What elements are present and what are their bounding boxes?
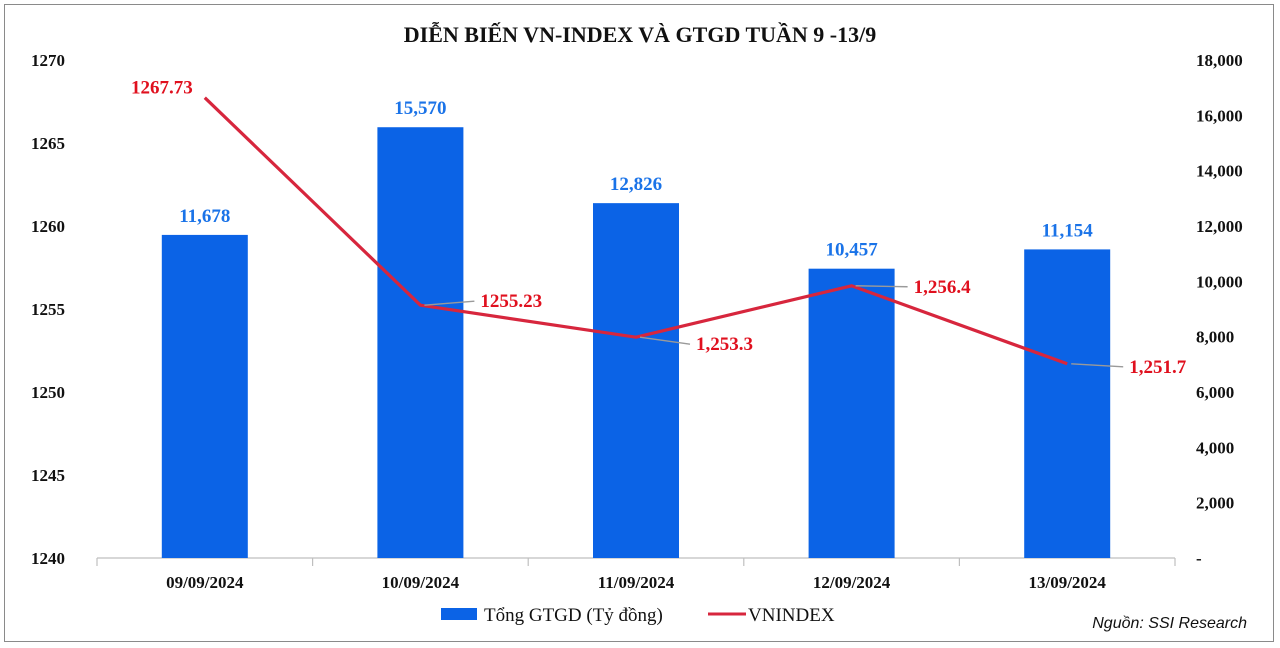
- bar: [808, 268, 895, 558]
- left-axis: 1240 1245 1250 1255 1260 1265 1270: [31, 51, 65, 568]
- data-label-leader: [424, 300, 475, 306]
- x-tick-label: 10/09/2024: [382, 573, 460, 592]
- left-tick-label: 1270: [31, 51, 65, 70]
- x-tick-label: 12/09/2024: [813, 573, 891, 592]
- legend-swatch-bars: [441, 608, 477, 620]
- left-tick-label: 1255: [31, 300, 65, 319]
- right-tick-label: 18,000: [1196, 51, 1243, 70]
- right-axis: - 2,000 4,000 6,000 8,000 10,000 12,000 14,000 1…: [1196, 51, 1243, 568]
- bar-value-label: 11,154: [1042, 220, 1094, 241]
- right-tick-label: 12,000: [1196, 217, 1243, 236]
- bar-value-label: 12,826: [610, 174, 662, 195]
- legend-label-bars: Tổng GTGD (Tỷ đồng): [484, 605, 663, 626]
- source-note: Nguồn: SSI Research: [1092, 615, 1247, 632]
- right-tick-label: 2,000: [1196, 494, 1234, 513]
- bar: [1024, 249, 1111, 558]
- bar-value-label: 11,678: [179, 206, 230, 227]
- bar: [377, 127, 464, 558]
- legend-label-line: VNINDEX: [748, 605, 835, 626]
- data-label-leader: [639, 336, 691, 345]
- line-value-label: 1,251.7: [1129, 357, 1187, 378]
- x-axis-labels: 09/09/2024 10/09/2024 11/09/2024 12/09/2024…: [166, 573, 1106, 592]
- left-tick-label: 1265: [31, 134, 65, 153]
- bar-value-label: 15,570: [394, 98, 446, 119]
- right-tick-label: -: [1196, 549, 1202, 568]
- data-label-leader: [855, 285, 908, 288]
- left-tick-label: 1240: [31, 549, 65, 568]
- x-tick-label: 11/09/2024: [598, 573, 675, 592]
- line-series: 1267.73 1255.23 1,253.3 1,256.4 1,251.7: [131, 78, 1187, 378]
- left-tick-label: 1250: [31, 383, 65, 402]
- right-tick-label: 8,000: [1196, 328, 1234, 347]
- right-tick-label: 4,000: [1196, 438, 1234, 457]
- bar: [161, 234, 248, 558]
- right-tick-label: 14,000: [1196, 162, 1243, 181]
- right-tick-label: 6,000: [1196, 383, 1234, 402]
- bar-series: 11,678 15,570 12,826 10,457 11,154: [161, 98, 1111, 558]
- chart-title: DIỄN BIẾN VN-INDEX VÀ GTGD TUẦN 9 -13/9: [404, 22, 876, 47]
- left-tick-label: 1245: [31, 466, 65, 485]
- x-tick-label: 09/09/2024: [166, 573, 244, 592]
- right-tick-label: 16,000: [1196, 106, 1243, 125]
- line-value-label: 1255.23: [480, 291, 542, 312]
- vnindex-line: [203, 96, 1068, 366]
- right-tick-label: 10,000: [1196, 272, 1243, 291]
- bar: [593, 203, 679, 558]
- line-value-label: 1,256.4: [914, 277, 972, 298]
- x-tick-label: 13/09/2024: [1028, 573, 1106, 592]
- data-label-leader: [1071, 363, 1124, 368]
- x-axis-ticks: [96, 558, 1176, 566]
- line-value-label: 1267.73: [131, 78, 193, 99]
- legend: Tổng GTGD (Tỷ đồng) VNINDEX: [441, 605, 835, 626]
- left-tick-label: 1260: [31, 217, 65, 236]
- bar-value-label: 10,457: [825, 240, 878, 261]
- line-value-label: 1,253.3: [696, 334, 753, 355]
